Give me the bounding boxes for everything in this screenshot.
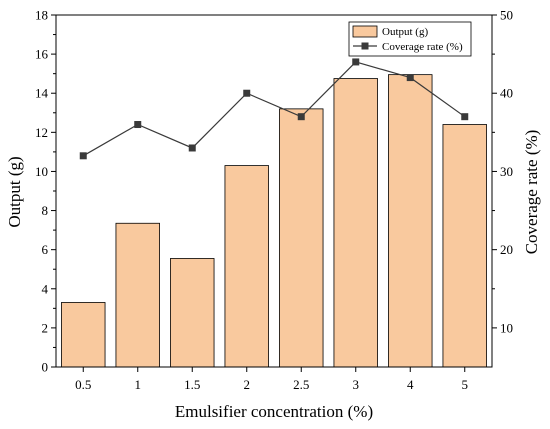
x-tick-label-1.5: 1.5: [184, 377, 200, 392]
right-tick-label-40: 40: [500, 86, 513, 101]
coverage-point-4: [406, 74, 414, 82]
coverage-point-2: [243, 89, 251, 97]
axes-layer: 0 2 4 6 8 10 12 14 16 18 10 20 30 40 50 0.5 1 1.5 2 2.5 3 4 5: [35, 8, 513, 393]
right-tick-label-20: 20: [500, 242, 513, 257]
x-tick-label-0.5: 0.5: [75, 377, 91, 392]
left-tick-label-10: 10: [35, 164, 48, 179]
x-tick-label-1: 1: [135, 377, 142, 392]
left-tick-label-14: 14: [35, 86, 49, 101]
legend-swatch-output: [352, 25, 378, 38]
left-tick-label-6: 6: [42, 242, 49, 257]
x-tick-label-2: 2: [244, 377, 251, 392]
x-axis-title: Emulsifier concentration (%): [175, 402, 373, 421]
right-tick-label-30: 30: [500, 164, 513, 179]
x-tick-label-3: 3: [353, 377, 360, 392]
left-tick-label-4: 4: [42, 281, 49, 296]
left-tick-label-8: 8: [42, 203, 49, 218]
left-tick-label-2: 2: [42, 320, 49, 335]
coverage-point-1: [134, 121, 142, 129]
bars-layer: [61, 74, 487, 368]
coverage-point-0.5: [79, 152, 87, 160]
legend-label-output: Output (g): [382, 26, 428, 38]
bar-5: [442, 124, 487, 368]
coverage-point-3: [352, 58, 360, 66]
coverage-point-2.5: [297, 113, 305, 121]
right-tick-label-50: 50: [500, 8, 513, 23]
bar-2.5: [279, 108, 324, 368]
x-tick-label-2.5: 2.5: [293, 377, 309, 392]
bar-4: [388, 74, 433, 368]
bar-3: [333, 78, 378, 368]
coverage-line: [82, 61, 466, 157]
bar-0.5: [61, 302, 106, 368]
left-tick-label-12: 12: [35, 125, 48, 140]
x-tick-label-5: 5: [462, 377, 469, 392]
coverage-point-5: [461, 113, 469, 121]
left-tick-label-0: 0: [42, 360, 49, 375]
x-tick-label-4: 4: [407, 377, 414, 392]
line-layer: [79, 58, 469, 160]
bar-1: [115, 222, 160, 368]
legend-label-coverage: Coverage rate (%): [382, 41, 463, 53]
right-axis-title: Coverage rate (%): [522, 130, 541, 255]
left-tick-label-18: 18: [35, 8, 48, 23]
right-tick-label-10: 10: [500, 320, 513, 335]
bar-1.5: [170, 258, 215, 368]
coverage-point-1.5: [188, 144, 196, 152]
left-tick-label-16: 16: [35, 47, 49, 62]
left-axis-title: Output (g): [5, 156, 24, 227]
legend: Output (g) Coverage rate (%): [348, 21, 472, 57]
legend-marker-coverage: [361, 42, 369, 50]
bar-2: [224, 165, 269, 368]
